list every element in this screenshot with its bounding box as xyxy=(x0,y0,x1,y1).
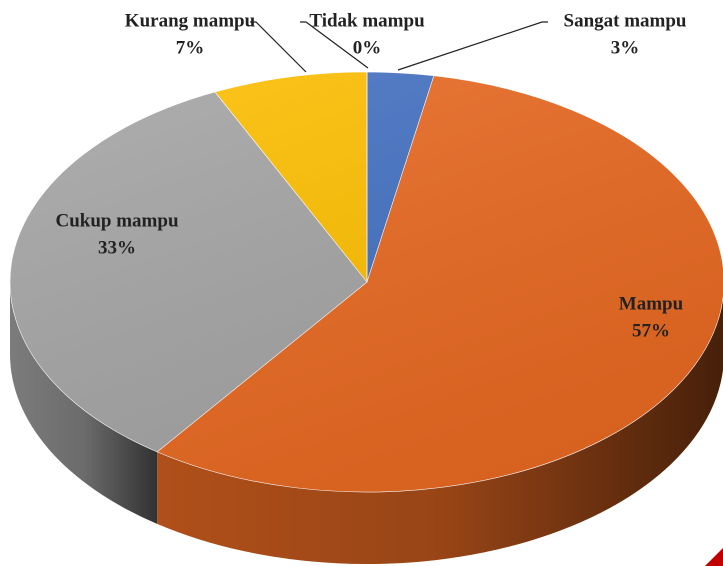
value-label: 57% xyxy=(632,320,670,341)
corner-decoration xyxy=(705,548,723,566)
category-label: Sangat mampu xyxy=(564,10,687,31)
value-label: 33% xyxy=(98,237,136,258)
data-labels: Sangat mampu 3% Mampu 57% Cukup mampu 33% Kura… xyxy=(55,10,686,341)
side-shading xyxy=(157,297,723,564)
value-label: 0% xyxy=(353,37,382,58)
pie-tops xyxy=(9,71,723,493)
value-label: 7% xyxy=(176,37,205,58)
category-label: Kurang mampu xyxy=(125,10,256,31)
leader-line xyxy=(300,21,369,69)
category-label: Cukup mampu xyxy=(55,210,178,231)
category-label: Mampu xyxy=(619,293,684,314)
leader-line xyxy=(397,21,548,71)
value-label: 3% xyxy=(611,37,640,58)
leader-line xyxy=(250,21,307,73)
category-label: Tidak mampu xyxy=(309,10,425,31)
